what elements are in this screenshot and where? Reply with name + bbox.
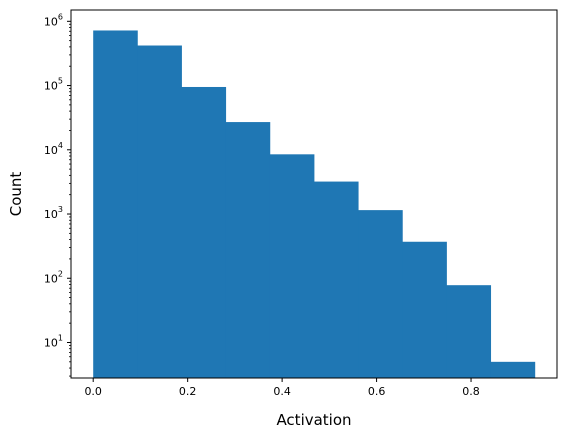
histogram-bar-7 [402, 241, 447, 378]
histogram-bar-4 [269, 154, 315, 378]
y-tick-label-1: 102 [44, 269, 63, 285]
x-tick-label-0: 0.0 [84, 385, 102, 398]
y-tick-label-2: 103 [44, 205, 63, 221]
plot-frame [70, 9, 558, 379]
y-axis-ticks: 101 102 103 104 105 106 [44, 12, 71, 377]
x-tick-label-3: 0.6 [368, 385, 386, 398]
x-tick-label-4: 0.8 [462, 385, 480, 398]
y-axis-label: Count [7, 172, 25, 217]
x-tick-label-2: 0.4 [273, 385, 291, 398]
x-tick-label-1: 0.2 [179, 385, 197, 398]
y-tick-label-0: 101 [44, 333, 63, 349]
x-axis-ticks: 0.0 0.2 0.4 0.6 0.8 [84, 378, 480, 398]
histogram-bar-1 [137, 45, 182, 378]
y-tick-label-3: 104 [44, 141, 63, 157]
histogram-bar-6 [358, 210, 403, 378]
bars-group [93, 30, 536, 378]
y-tick-label-4: 105 [44, 77, 63, 93]
histogram-bar-5 [314, 181, 359, 378]
histogram-bar-8 [446, 285, 492, 378]
histogram-bar-3 [225, 122, 271, 378]
histogram-bar-9 [490, 361, 536, 378]
x-axis-label: Activation [276, 411, 351, 429]
histogram-bar-2 [181, 86, 227, 378]
histogram-bar-0 [93, 30, 138, 378]
y-tick-label-5: 106 [44, 12, 63, 28]
